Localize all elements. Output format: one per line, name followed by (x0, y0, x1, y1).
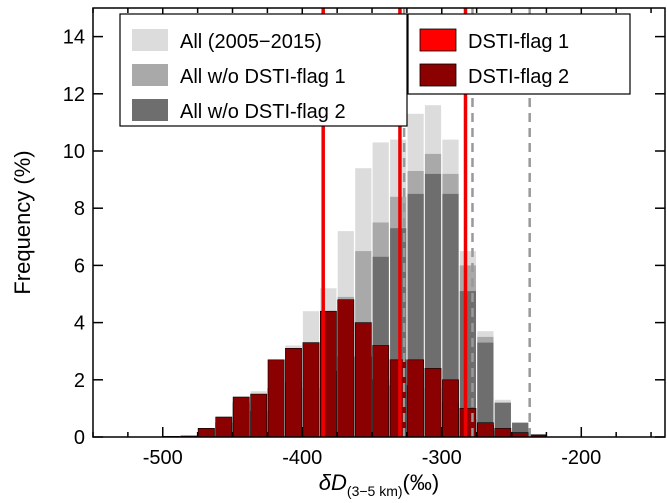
legend-swatch (132, 99, 168, 121)
y-tick-label: 4 (74, 313, 85, 335)
bar-4-11 (354, 322, 372, 438)
bar-4-15 (424, 368, 442, 438)
bar-4-6 (267, 359, 285, 438)
bar-2-18 (477, 342, 494, 437)
bar-4-8 (302, 342, 320, 438)
tick-labels-layer: 0 2 4 6 8 10 12 14 -500 -400 -300 -200 (63, 27, 602, 469)
y-tick-label: 10 (63, 141, 85, 163)
bar-4-16 (442, 379, 459, 438)
legend-label: All w/o DSTI-flag 2 (180, 101, 346, 123)
plot-frame (92, 7, 666, 438)
bar-4-4 (232, 396, 250, 438)
legend-swatch (132, 64, 168, 86)
x-tick-label: -300 (422, 447, 462, 469)
y-tick-label: 0 (74, 427, 85, 449)
y-tick-label: 2 (74, 370, 85, 392)
ticks-layer (92, 8, 665, 438)
x-tick-label: -400 (282, 447, 322, 469)
bar-2-16 (442, 193, 459, 437)
bar-4-3 (215, 416, 233, 438)
legend-label: DSTI-flag 1 (468, 31, 569, 53)
x-axis-title-main: δD (319, 470, 347, 495)
bar-4-7 (285, 347, 302, 438)
bar-4-10 (337, 299, 355, 438)
legend-label: DSTI-flag 2 (468, 66, 569, 88)
legend-label: All w/o DSTI-flag 1 (180, 66, 346, 88)
x-tick-label: -200 (561, 447, 601, 469)
y-tick-label: 14 (63, 27, 85, 49)
x-tick-label: -500 (143, 447, 183, 469)
y-tick-label: 8 (74, 198, 85, 220)
y-axis-title: Frequency (%) (10, 150, 35, 294)
bar-4-12 (372, 345, 390, 438)
bar-4-19 (494, 428, 512, 438)
bar-4-5 (250, 393, 268, 438)
x-axis-title: δD(3−5 km)(‰) (319, 470, 439, 499)
legend-swatch (419, 63, 457, 87)
legend-box-dsti: DSTI-flag 1 DSTI-flag 2 (407, 13, 631, 95)
x-axis-title-subscript: (3−5 km) (347, 483, 403, 499)
bar-4-2 (197, 428, 215, 438)
y-tick-label: 6 (74, 255, 85, 277)
bars-layer (163, 105, 547, 438)
legend-box-all: All (2005−2015) All w/o DSTI-flag 1 All w/… (119, 13, 408, 127)
legend-swatch (132, 29, 168, 51)
bar-4-18 (476, 422, 494, 438)
y-tick-label: 12 (63, 84, 85, 106)
legend-swatch (419, 28, 457, 52)
x-axis-title-unit: (‰) (403, 470, 440, 495)
legend-label: All (2005−2015) (180, 31, 322, 53)
bar-4-14 (407, 359, 425, 438)
